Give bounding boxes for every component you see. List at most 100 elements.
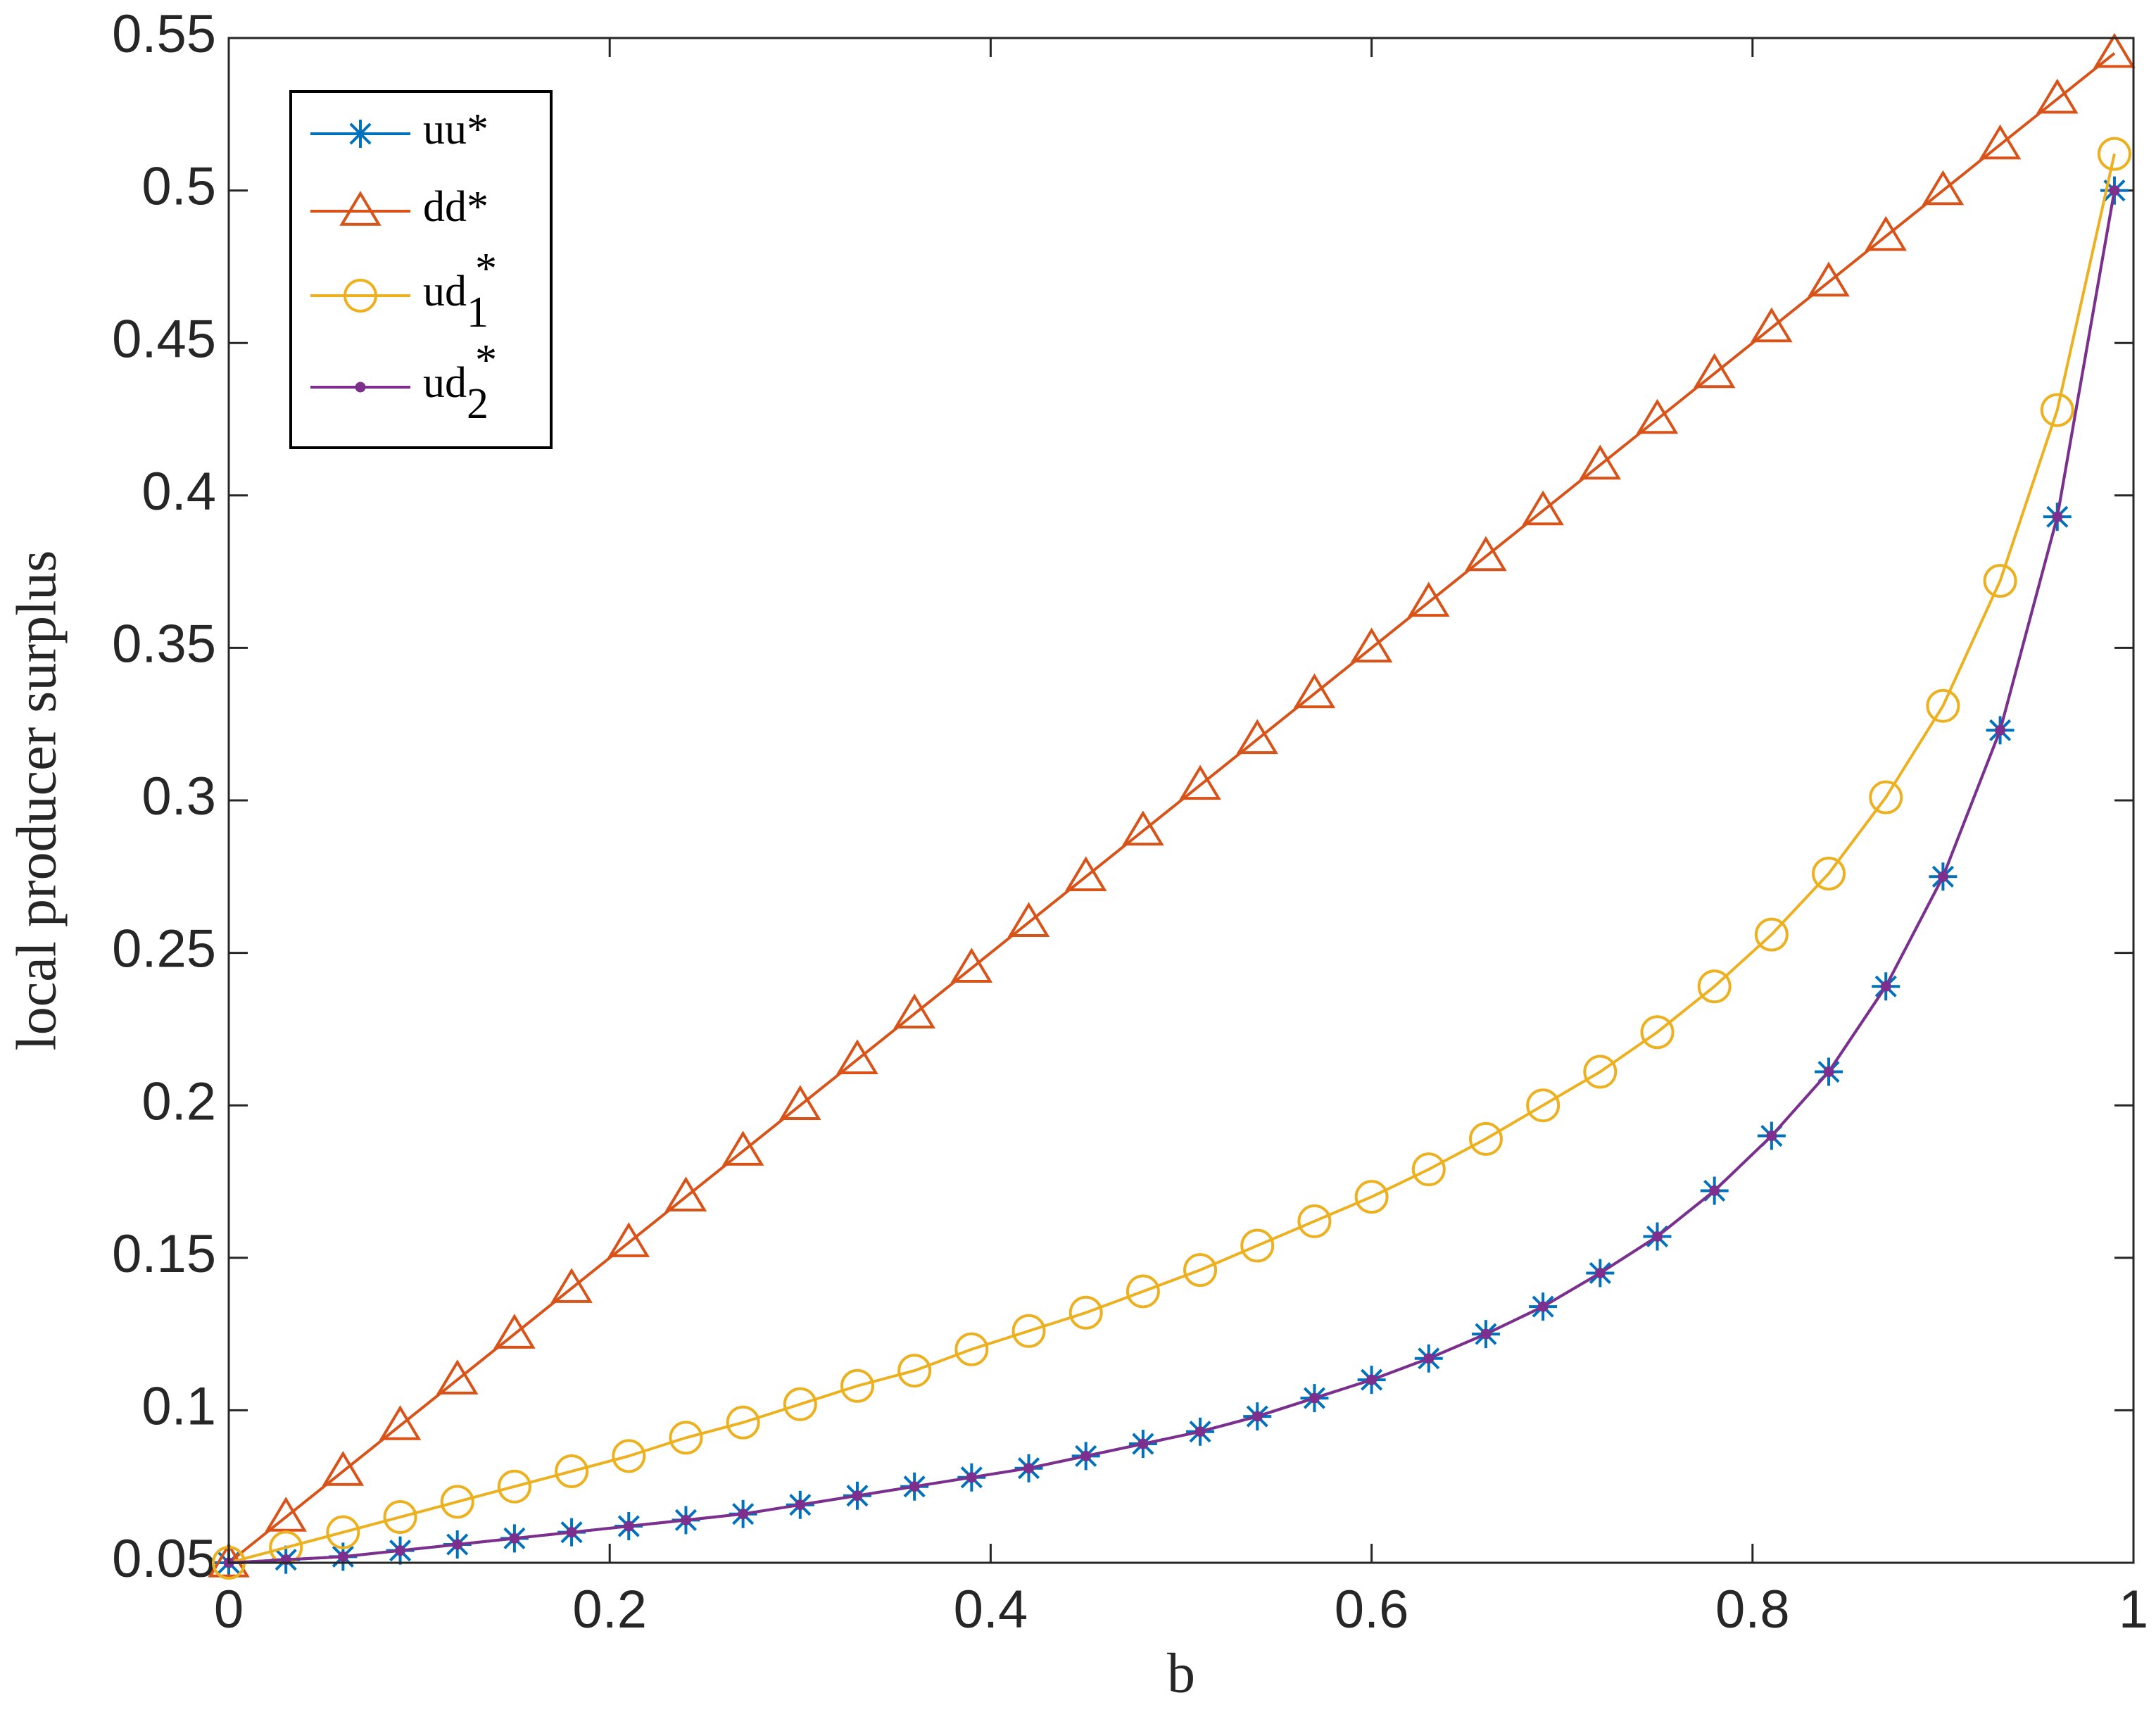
y-tick-label: 0.4 bbox=[141, 462, 216, 522]
marker bbox=[783, 1387, 817, 1421]
marker bbox=[1995, 724, 2006, 736]
marker bbox=[339, 191, 382, 226]
y-tick-label: 0.55 bbox=[112, 4, 216, 64]
marker bbox=[669, 1421, 703, 1455]
marker bbox=[680, 1514, 691, 1525]
marker bbox=[346, 120, 374, 148]
y-tick-label: 0.35 bbox=[112, 614, 216, 674]
legend-label: uu* bbox=[423, 106, 488, 153]
marker bbox=[1983, 564, 2017, 598]
marker bbox=[509, 1532, 520, 1544]
marker bbox=[1423, 1353, 1435, 1364]
marker bbox=[954, 1332, 989, 1366]
marker bbox=[493, 1314, 536, 1349]
marker bbox=[1068, 1295, 1103, 1330]
marker bbox=[1869, 780, 1903, 814]
marker bbox=[1709, 1185, 1720, 1196]
marker bbox=[836, 1039, 878, 1074]
marker bbox=[1594, 1267, 1606, 1278]
marker bbox=[612, 1439, 646, 1473]
marker bbox=[355, 382, 366, 393]
axes-box bbox=[227, 37, 2135, 1564]
marker bbox=[1537, 1301, 1549, 1312]
y-tick-label: 0.5 bbox=[141, 157, 216, 217]
marker bbox=[1693, 353, 1736, 389]
marker bbox=[1865, 215, 1908, 251]
marker bbox=[326, 1515, 360, 1549]
x-tick-label: 0.6 bbox=[1335, 1580, 1409, 1639]
marker bbox=[1007, 902, 1050, 938]
marker bbox=[1122, 810, 1164, 846]
marker bbox=[337, 1551, 348, 1562]
marker bbox=[1137, 1438, 1149, 1449]
marker bbox=[1468, 1121, 1503, 1156]
y-tick-label: 0.3 bbox=[141, 767, 216, 826]
marker bbox=[1652, 1230, 1663, 1242]
y-tick-label: 0.25 bbox=[112, 919, 216, 979]
marker bbox=[1080, 1450, 1092, 1461]
marker bbox=[664, 1176, 707, 1211]
marker bbox=[852, 1490, 863, 1502]
marker bbox=[1640, 1015, 1675, 1050]
marker bbox=[2093, 32, 2136, 68]
y-tick-label: 0.05 bbox=[112, 1529, 216, 1589]
marker bbox=[623, 1521, 634, 1532]
legend-box bbox=[289, 90, 553, 449]
marker bbox=[395, 1545, 406, 1556]
marker bbox=[440, 1485, 474, 1519]
marker bbox=[1366, 1374, 1378, 1385]
marker bbox=[738, 1509, 749, 1520]
marker bbox=[1636, 398, 1679, 434]
marker bbox=[1823, 1066, 1834, 1078]
x-tick-label: 1 bbox=[2119, 1580, 2148, 1639]
marker bbox=[779, 1085, 821, 1120]
marker bbox=[1465, 536, 1507, 572]
marker bbox=[721, 1131, 764, 1166]
marker bbox=[909, 1481, 920, 1492]
marker bbox=[1583, 1055, 1618, 1089]
y-tick-label: 0.45 bbox=[112, 309, 216, 369]
legend-label: ud1* bbox=[423, 245, 497, 336]
legend-label: dd* bbox=[423, 183, 488, 231]
x-tick-label: 0.2 bbox=[572, 1580, 647, 1639]
marker bbox=[1252, 1411, 1263, 1422]
marker bbox=[452, 1539, 463, 1550]
marker bbox=[2097, 137, 2131, 171]
marker bbox=[897, 1354, 932, 1388]
marker bbox=[1240, 1228, 1275, 1263]
marker bbox=[1754, 917, 1789, 952]
marker bbox=[1236, 719, 1279, 755]
y-tick-label: 0.2 bbox=[141, 1071, 216, 1131]
x-axis-label: b bbox=[1167, 1642, 1195, 1704]
marker bbox=[1126, 1274, 1160, 1309]
marker bbox=[1297, 1204, 1332, 1238]
marker bbox=[966, 1472, 977, 1483]
marker bbox=[1526, 1088, 1561, 1123]
marker bbox=[1937, 871, 1948, 882]
marker bbox=[726, 1405, 760, 1440]
marker bbox=[1751, 307, 1793, 343]
x-tick-label: 0.4 bbox=[954, 1580, 1028, 1639]
marker bbox=[1579, 444, 1622, 480]
marker bbox=[795, 1499, 806, 1511]
marker bbox=[1766, 1131, 1777, 1142]
marker bbox=[2052, 511, 2063, 522]
marker bbox=[379, 1405, 422, 1440]
legend: uu* dd* ud1*ud2* bbox=[289, 90, 553, 449]
marker bbox=[566, 1527, 577, 1538]
marker bbox=[840, 1368, 874, 1403]
series-line bbox=[228, 153, 2116, 1564]
y-tick-label: 0.1 bbox=[141, 1376, 216, 1436]
marker bbox=[1183, 1253, 1218, 1288]
marker bbox=[2040, 393, 2074, 427]
marker bbox=[550, 1268, 593, 1303]
marker bbox=[1480, 1328, 1492, 1340]
marker bbox=[1407, 581, 1450, 617]
marker bbox=[265, 1497, 307, 1532]
legend-label: ud2* bbox=[423, 336, 497, 428]
marker bbox=[1697, 969, 1732, 1004]
marker bbox=[1309, 1392, 1320, 1404]
marker bbox=[2036, 78, 2079, 114]
marker bbox=[607, 1222, 650, 1257]
